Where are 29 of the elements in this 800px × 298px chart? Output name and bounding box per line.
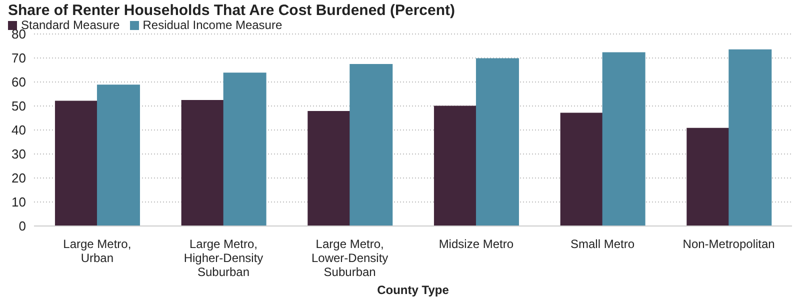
y-tick-label: 60 — [12, 74, 26, 90]
x-tick-label: Small Metro — [570, 237, 635, 251]
legend-label: Residual Income Measure — [142, 18, 282, 32]
bar — [54, 100, 98, 226]
x-tick-label: Large Metro, Lower-Density Suburban — [311, 237, 388, 279]
x-tick-label: Non-Metropolitan — [682, 237, 775, 251]
y-tick-label: 70 — [12, 50, 26, 66]
x-tick-label: Large Metro, Urban — [63, 237, 132, 265]
x-tick-label: Large Metro, Higher-Density Suburban — [184, 237, 264, 279]
bar — [96, 84, 140, 226]
y-tick-label: 20 — [12, 170, 26, 186]
y-tick-label: 40 — [12, 122, 26, 138]
x-tick-label: Midsize Metro — [438, 237, 514, 251]
chart-title: Share of Renter Households That Are Cost Burdened (Percent) — [8, 2, 456, 19]
y-tick-label: 0 — [18, 218, 26, 234]
y-tick-label: 30 — [12, 146, 26, 162]
bar — [350, 64, 393, 226]
bar — [181, 100, 224, 226]
bar — [434, 106, 477, 226]
bar — [728, 49, 772, 226]
x-axis-title: County Type — [377, 283, 450, 297]
bar — [560, 112, 604, 226]
bar — [686, 128, 730, 226]
bar — [308, 111, 351, 226]
bar — [223, 72, 266, 226]
bar — [476, 58, 519, 226]
y-tick-label: 50 — [12, 98, 26, 114]
y-tick-label: 10 — [12, 194, 26, 210]
bar — [602, 52, 646, 226]
